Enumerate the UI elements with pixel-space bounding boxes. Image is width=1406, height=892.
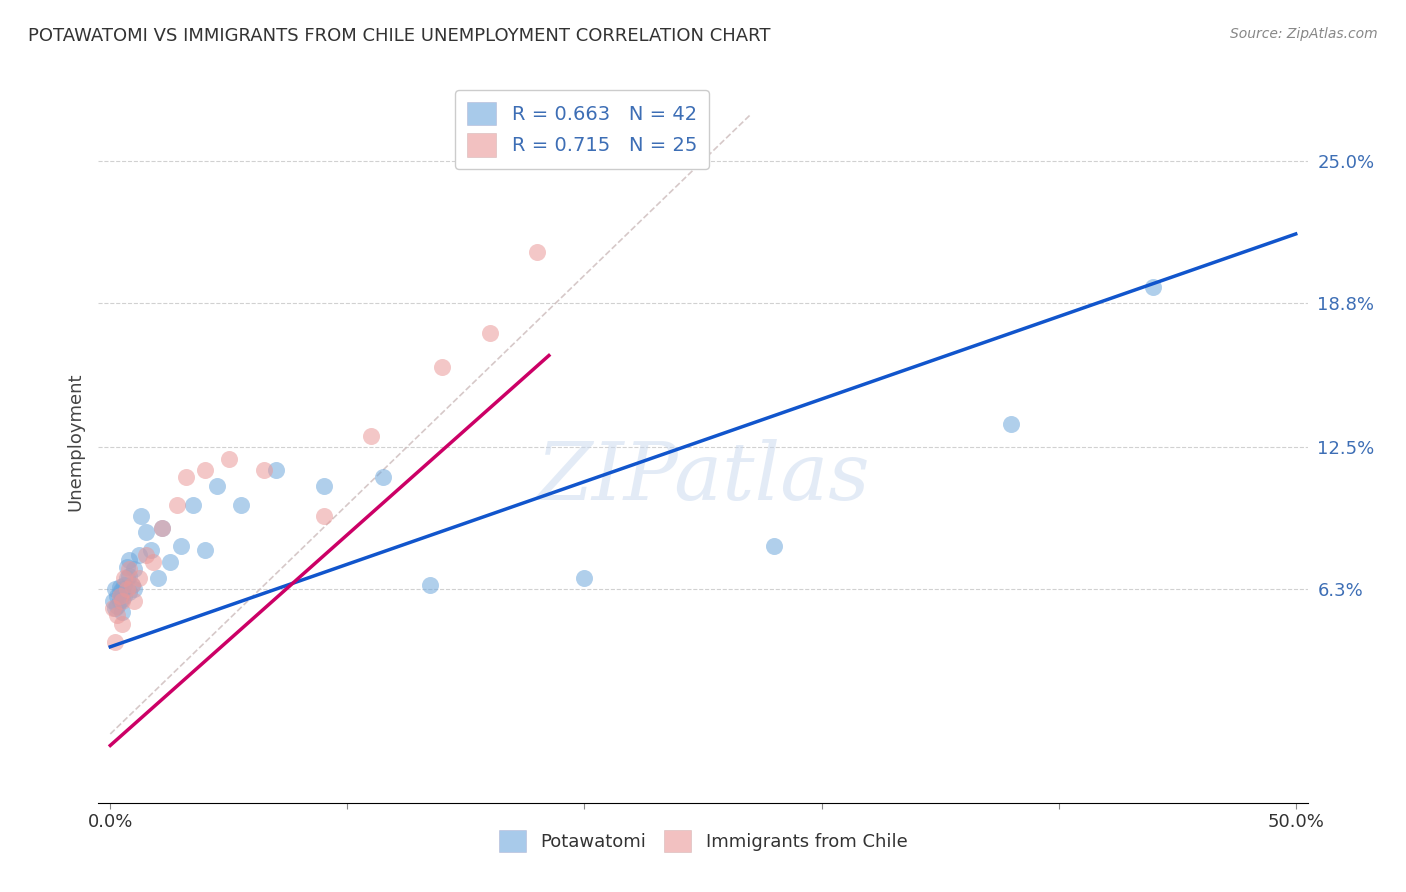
Point — [574, 571, 596, 585]
Point — [115, 571, 138, 585]
Text: Source: ZipAtlas.com: Source: ZipAtlas.com — [1230, 27, 1378, 41]
Point — [1000, 417, 1022, 432]
Point — [108, 590, 131, 604]
Text: ZIPatlas: ZIPatlas — [536, 439, 870, 516]
Point — [118, 562, 141, 576]
Point — [122, 562, 145, 576]
Point — [105, 590, 128, 604]
Point — [253, 463, 276, 477]
Point — [105, 599, 128, 613]
Point — [114, 571, 136, 585]
Point — [115, 559, 138, 574]
Point — [478, 326, 501, 340]
Point — [152, 520, 174, 534]
Point — [194, 543, 217, 558]
Point — [312, 509, 335, 524]
Point — [135, 525, 157, 540]
Point — [118, 552, 141, 566]
Point — [763, 539, 786, 553]
Point — [264, 463, 287, 477]
Point — [108, 594, 131, 608]
Point — [128, 548, 150, 562]
Point — [122, 582, 145, 597]
Point — [121, 578, 143, 592]
Point — [142, 555, 165, 569]
Point — [371, 470, 394, 484]
Point — [101, 600, 124, 615]
Point — [218, 451, 240, 466]
Point — [128, 571, 150, 585]
Point — [121, 578, 143, 592]
Point — [104, 635, 127, 649]
Point — [108, 584, 131, 599]
Point — [104, 582, 127, 597]
Point — [114, 590, 136, 604]
Point — [229, 498, 252, 512]
Point — [104, 600, 127, 615]
Point — [111, 587, 134, 601]
Point — [111, 594, 134, 608]
Point — [174, 470, 197, 484]
Point — [432, 359, 454, 374]
Point — [135, 548, 157, 562]
Point — [205, 479, 228, 493]
Point — [111, 582, 134, 597]
Point — [114, 578, 136, 592]
Point — [312, 479, 335, 493]
Point — [118, 584, 141, 599]
Point — [108, 580, 131, 594]
Point — [146, 571, 169, 585]
Point — [122, 594, 145, 608]
Point — [139, 543, 162, 558]
Point — [170, 539, 193, 553]
Point — [129, 509, 152, 524]
Point — [1142, 279, 1164, 293]
Point — [194, 463, 217, 477]
Point — [118, 568, 141, 582]
Point — [360, 429, 382, 443]
Y-axis label: Unemployment: Unemployment — [66, 372, 84, 511]
Point — [111, 606, 134, 620]
Point — [181, 498, 204, 512]
Point — [526, 245, 548, 260]
Point — [101, 594, 124, 608]
Text: POTAWATOMI VS IMMIGRANTS FROM CHILE UNEMPLOYMENT CORRELATION CHART: POTAWATOMI VS IMMIGRANTS FROM CHILE UNEM… — [28, 27, 770, 45]
Legend: Potawatomi, Immigrants from Chile: Potawatomi, Immigrants from Chile — [492, 822, 914, 859]
Point — [166, 498, 188, 512]
Point — [111, 616, 134, 631]
Point — [152, 520, 174, 534]
Point — [111, 591, 134, 606]
Point — [159, 555, 181, 569]
Point — [105, 607, 128, 622]
Point — [419, 578, 441, 592]
Point — [115, 582, 138, 597]
